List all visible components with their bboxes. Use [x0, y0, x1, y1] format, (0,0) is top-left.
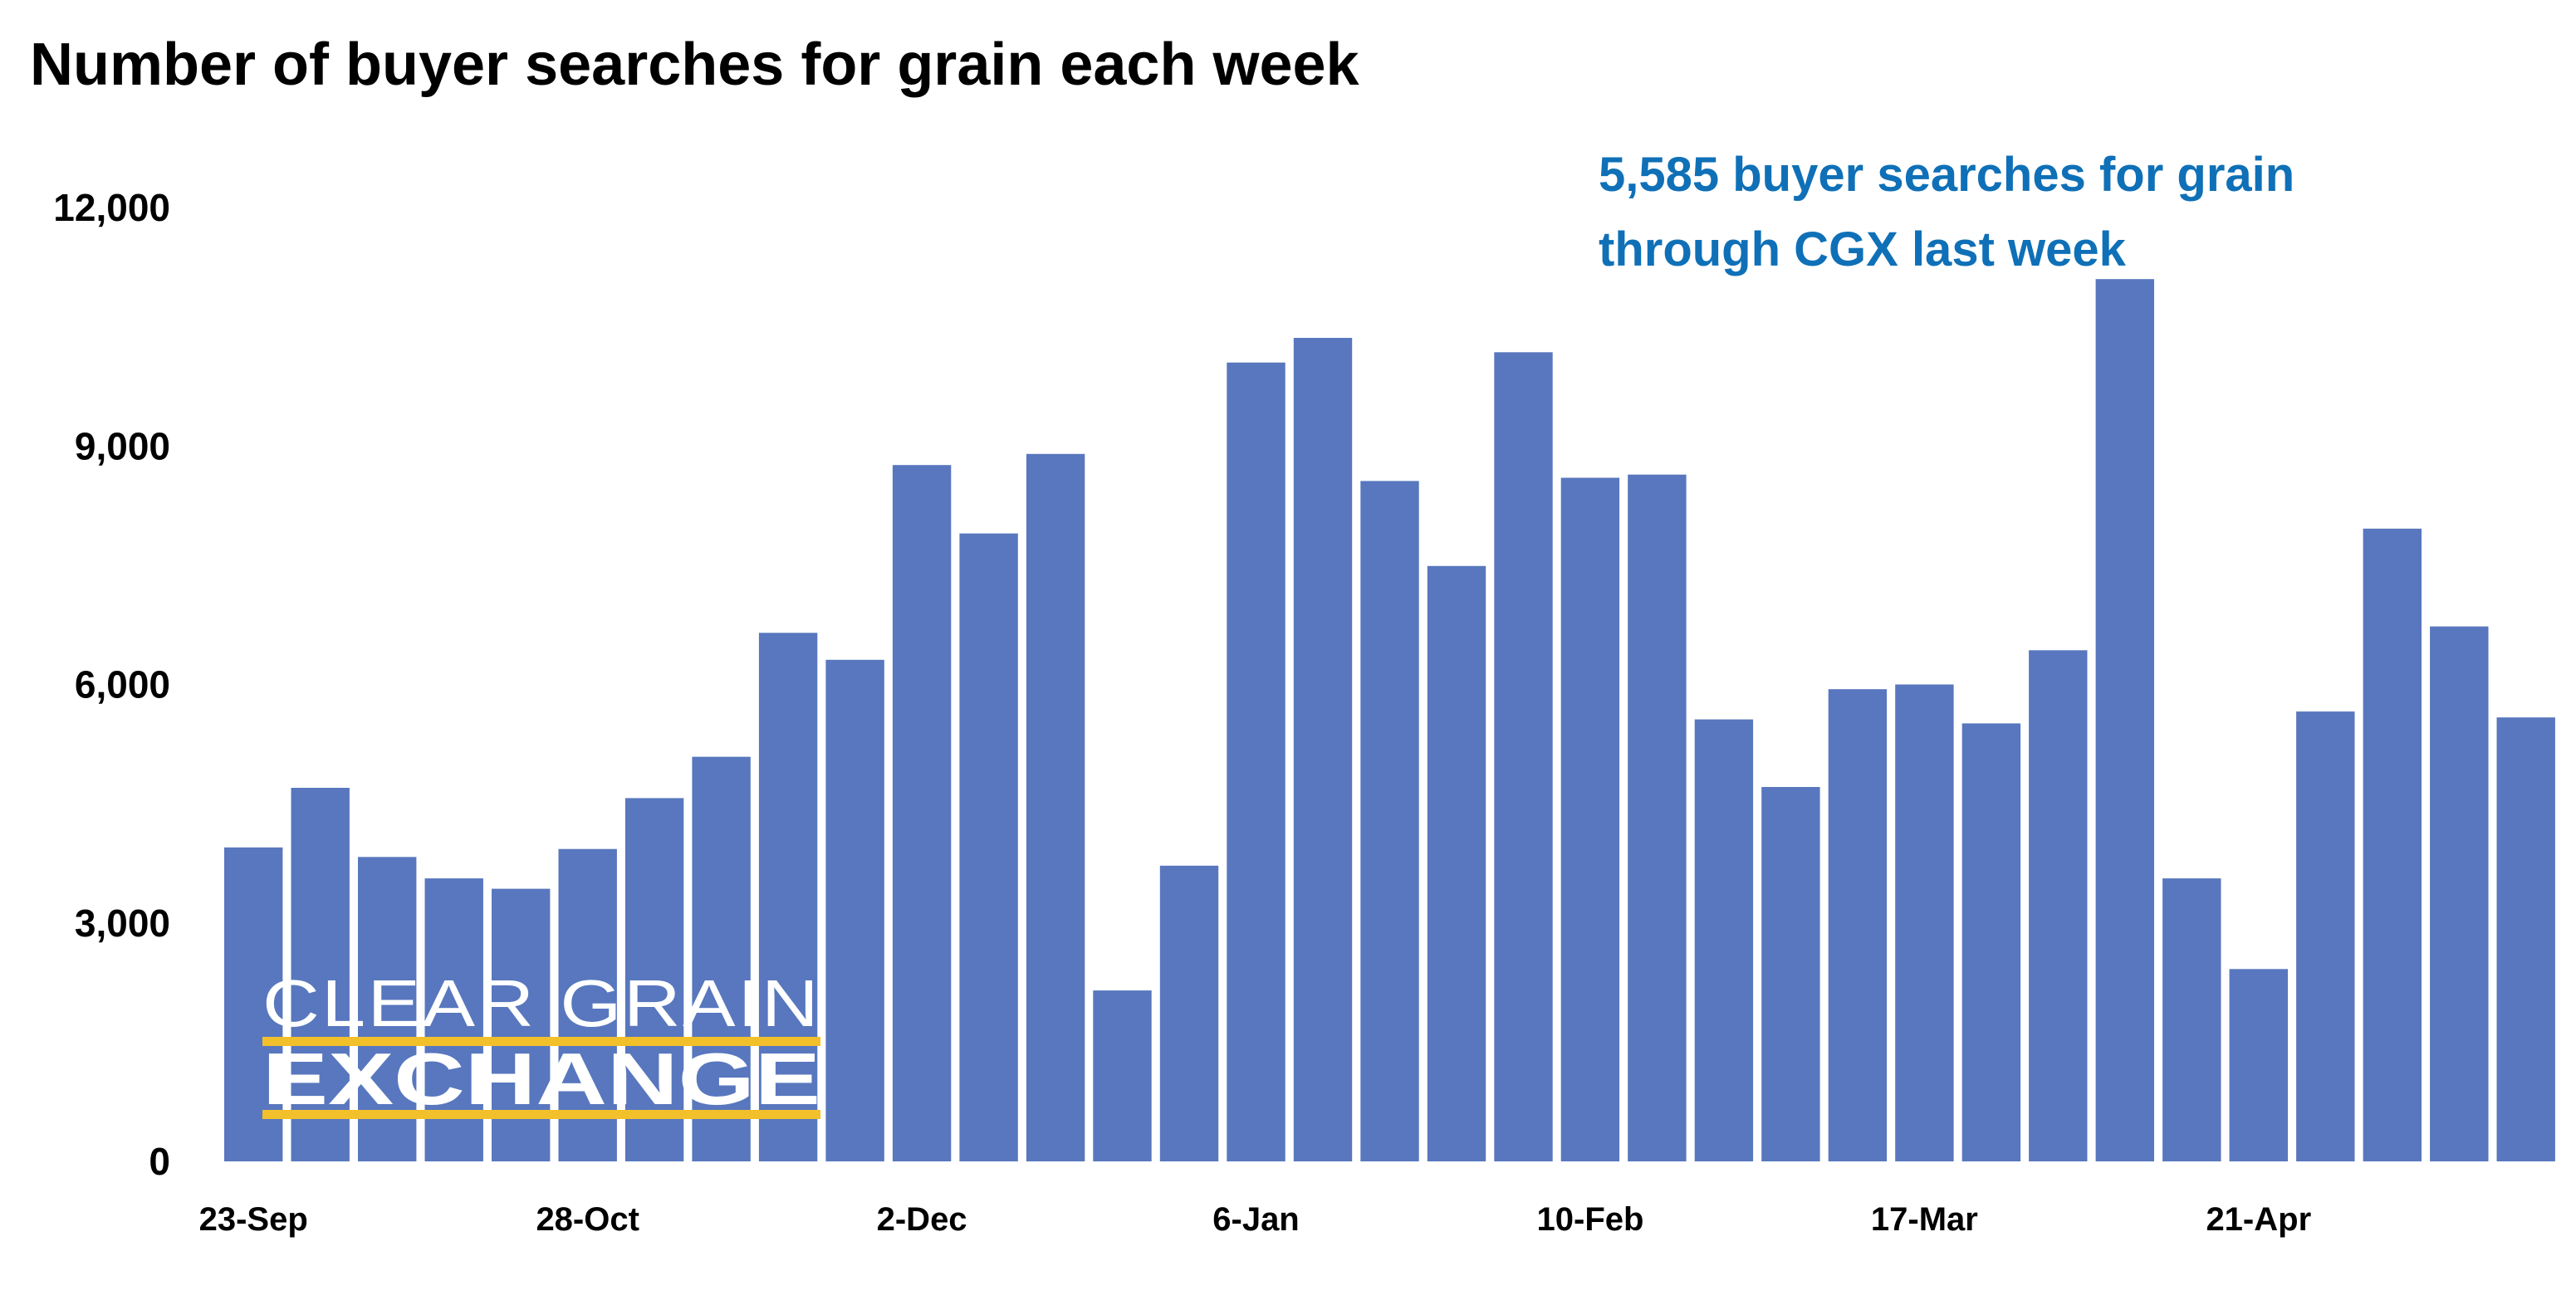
bar-17-Mar: [1895, 684, 1954, 1161]
bar-30-Dec: [1159, 865, 1219, 1161]
bar-11-Nov: [692, 756, 751, 1161]
logo-stripe-bottom: [262, 1110, 820, 1119]
logo-text-line-1: CLEAR GRAIN: [262, 966, 820, 1040]
x-tick-label: 23-Sep: [199, 1201, 308, 1238]
x-tick-label: 17-Mar: [1871, 1201, 1978, 1238]
bar-28-Oct: [558, 848, 617, 1161]
bar-12-May: [2430, 626, 2489, 1161]
x-tick-label: 21-Apr: [2206, 1201, 2311, 1238]
bar-13-Jan: [1293, 338, 1353, 1161]
bar-2-Dec: [892, 465, 952, 1161]
logo-text-line-2: EXCHANGE: [262, 1038, 820, 1120]
bar-19-May: [2496, 717, 2555, 1161]
bars: [224, 279, 2555, 1162]
bar-24-Mar: [1961, 723, 2021, 1161]
y-axis: 0 3,000 6,000 9,000 12,000: [53, 186, 170, 1183]
bar-23-Dec: [1093, 990, 1152, 1161]
bar-23-Sep: [224, 847, 283, 1161]
x-tick-label: 10-Feb: [1537, 1201, 1644, 1238]
bar-20-Jan: [1360, 481, 1419, 1161]
bar-4-Nov: [624, 798, 684, 1161]
y-tick-label: 0: [149, 1140, 170, 1183]
bar-16-Dec: [1026, 453, 1085, 1161]
chart-title: Number of buyer searches for grain each …: [30, 32, 1360, 98]
x-tick-label: 2-Dec: [877, 1201, 967, 1238]
bar-27-Jan: [1427, 565, 1486, 1161]
bar-31-Mar: [2029, 650, 2088, 1161]
bar-3-Feb: [1494, 352, 1553, 1161]
clear-grain-exchange-logo: CLEAR GRAIN EXCHANGE: [262, 966, 820, 1120]
bar-7-Apr: [2095, 279, 2154, 1162]
annotation-line-1: 5,585 buyer searches for grain: [1599, 148, 2294, 202]
y-tick-label: 3,000: [75, 902, 170, 945]
bar-24-Feb: [1694, 719, 1754, 1161]
annotation: 5,585 buyer searches for grain through C…: [1599, 148, 2294, 276]
bar-17-Feb: [1628, 474, 1687, 1161]
x-tick-label: 28-Oct: [536, 1201, 639, 1238]
x-axis: 23-Sep 28-Oct 2-Dec 6-Jan 10-Feb 17-Mar 21-Apr: [199, 1201, 2312, 1238]
bar-25-Nov: [825, 659, 884, 1161]
bar-30-Sep: [291, 788, 350, 1161]
bar-10-Mar: [1828, 689, 1888, 1161]
y-tick-label: 9,000: [75, 424, 170, 467]
bar-9-Dec: [959, 533, 1018, 1161]
bar-18-Nov: [758, 633, 818, 1161]
y-tick-label: 6,000: [75, 663, 170, 706]
x-tick-label: 6-Jan: [1212, 1201, 1300, 1238]
bar-14-Apr: [2162, 878, 2221, 1161]
bar-10-Feb: [1560, 477, 1620, 1161]
annotation-line-2: through CGX last week: [1599, 222, 2127, 276]
bar-3-Mar: [1761, 787, 1820, 1161]
bar-21-Apr: [2229, 969, 2288, 1161]
logo-stripe-top: [262, 1037, 820, 1046]
bar-28-Apr: [2296, 711, 2355, 1161]
bar-5-May: [2363, 528, 2422, 1161]
bar-6-Jan: [1227, 362, 1286, 1161]
y-tick-label: 12,000: [53, 186, 170, 229]
